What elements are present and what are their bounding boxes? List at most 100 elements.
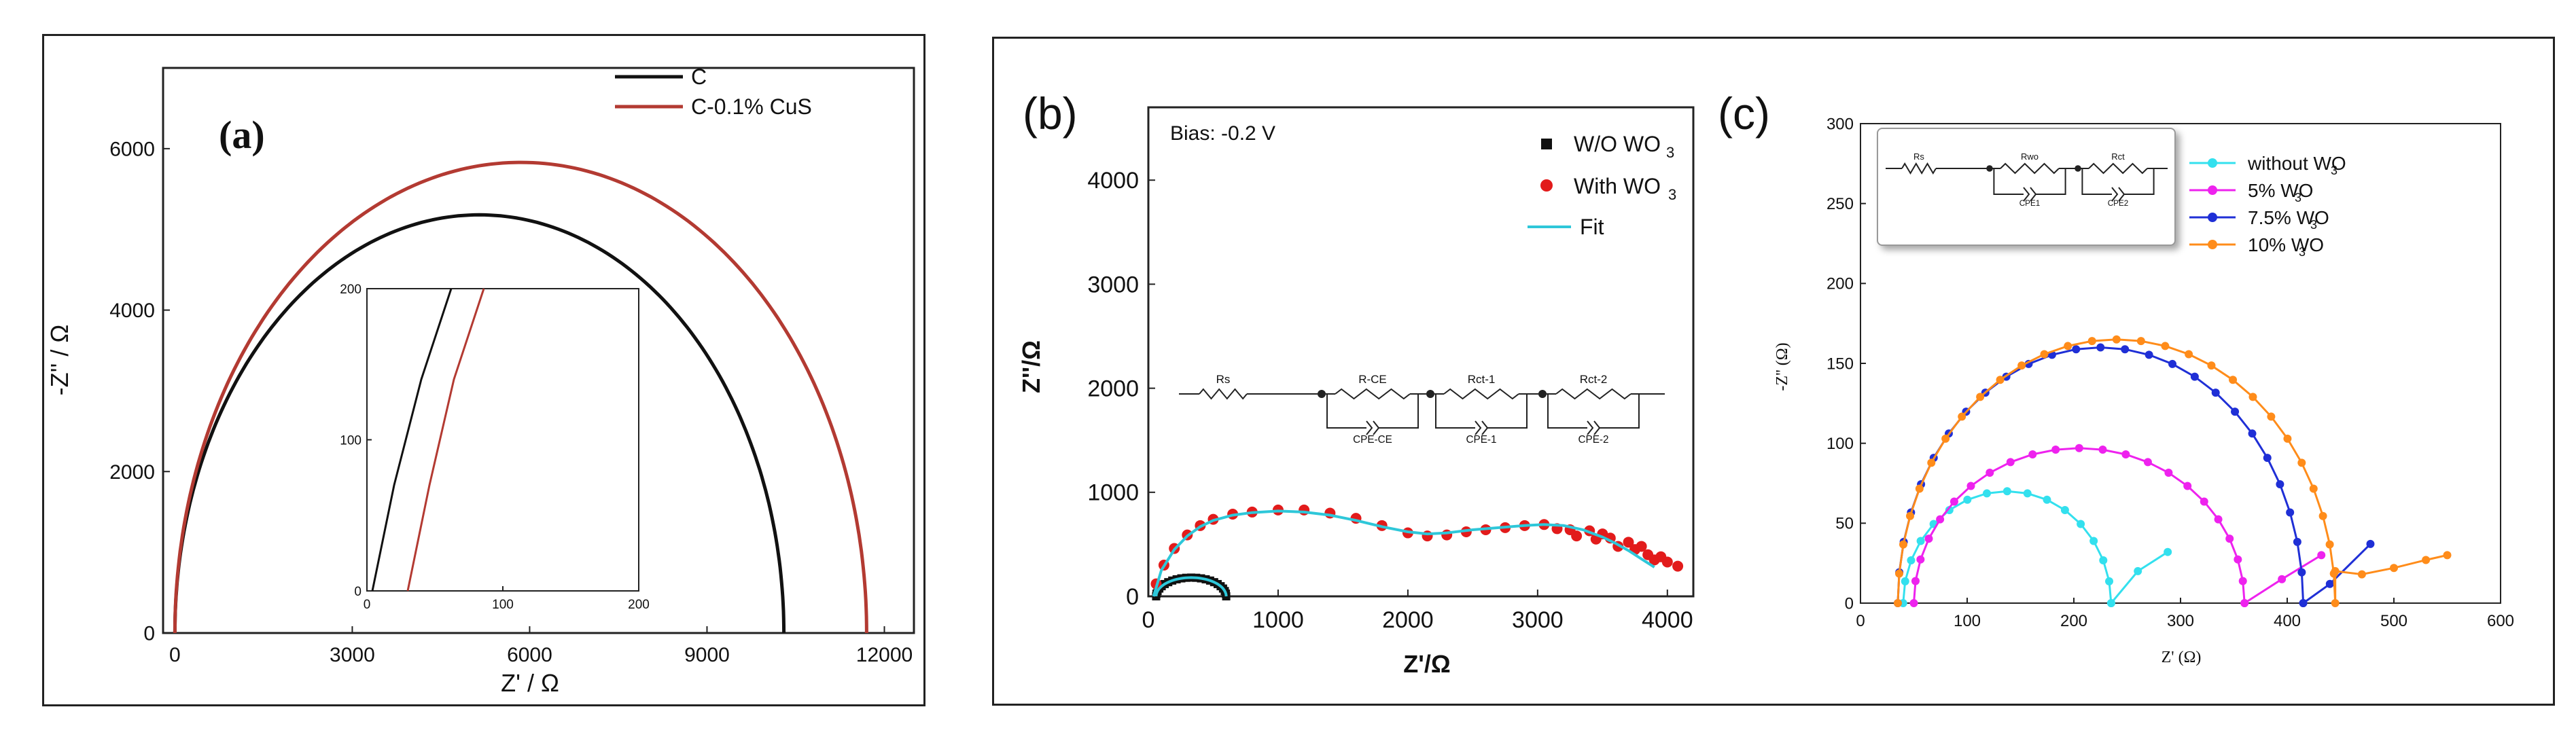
panel-c-legend-marker <box>2208 185 2217 195</box>
circuit-label: CPE-CE <box>1353 434 1392 446</box>
panel-a-series-c-cus-line <box>173 160 868 634</box>
panel-c-marker <box>1966 482 1975 490</box>
panel-b-x-tick-label: 1000 <box>1252 607 1304 633</box>
panel-c-marker <box>1899 540 1908 549</box>
panel-c-marker <box>2278 575 2287 583</box>
panel-c-marker <box>1958 412 1966 421</box>
panel-c-marker <box>2299 599 2308 607</box>
panel-c-marker <box>2190 372 2199 381</box>
panel-c-legend-marker <box>2208 213 2217 222</box>
panel-b-legend-label: W/O WO <box>1574 132 1661 156</box>
panel-c-marker <box>1983 489 1992 498</box>
panel-c-marker <box>2325 540 2334 549</box>
panel-c-marker <box>2248 393 2257 401</box>
circuit-branch <box>1547 394 1640 429</box>
panel-b-legend-label: With WO <box>1574 174 1661 198</box>
panel-c-x-tick-label: 600 <box>2487 612 2514 630</box>
panel-b-marker-with-wo3 <box>1661 556 1673 568</box>
panel-c-marker <box>2390 564 2398 573</box>
panel-c-label: (c) <box>1718 88 1770 139</box>
panel-c-marker <box>2318 511 2327 520</box>
circuit-label: Rs <box>1913 151 1924 162</box>
panel-c-y-tick-label: 0 <box>1845 594 1854 613</box>
panel-a-y-tick-label: 2000 <box>109 461 155 484</box>
panel-a-inset: 0 100 200 0 100 200 <box>340 283 650 612</box>
panel-b-marker-with-wo3 <box>1672 560 1684 572</box>
circuit-resistor <box>1555 388 1631 400</box>
panel-a-label: (a) <box>219 113 265 157</box>
panel-c-marker <box>2064 342 2072 350</box>
panel-c-marker <box>1916 555 1925 564</box>
panel-c-marker <box>2276 480 2284 489</box>
panel-c-marker <box>2248 429 2257 438</box>
circuit-branch <box>2081 168 2155 195</box>
panel-c-marker <box>1976 393 1985 401</box>
panel-c-marker <box>2043 495 2051 504</box>
panel-c-marker <box>2286 508 2295 517</box>
panel-c-legend-subscript: 3 <box>2310 218 2317 232</box>
panel-b-x-tick-label: 3000 <box>1512 607 1564 633</box>
panel-a-x-tick-label: 6000 <box>507 644 552 666</box>
panel-b-y-tick-label: 0 <box>1126 584 1139 610</box>
panel-c-marker <box>2161 342 2170 350</box>
panel-c-marker <box>2225 535 2234 543</box>
panel-b-y-axis-label: Z''/Ω <box>1017 340 1045 393</box>
panel-c-y-tick-label: 100 <box>1827 435 1854 453</box>
circuit-capacitor <box>1475 420 1489 435</box>
panel-c-marker <box>1909 599 1918 607</box>
panel-c-axes: 0 100 200 300 400 500 600 0 50 100 150 200 250 300 (c)… <box>1718 88 2514 666</box>
circuit-capacitor <box>1366 420 1380 435</box>
panel-c-marker <box>2143 458 2152 467</box>
panel-a-legend-label: C-0.1% CuS <box>691 94 812 119</box>
panel-c-marker <box>2357 570 2366 579</box>
panel-c-marker <box>2443 551 2452 560</box>
panel-c-marker <box>2422 556 2431 564</box>
circuit-label: CPE-2 <box>1578 434 1608 446</box>
panel-a-legend-label: C <box>691 65 707 89</box>
panel-b-annotation: Bias: -0.2 V <box>1170 122 1275 145</box>
panel-c-marker <box>2317 551 2326 560</box>
panel-c-series-tail <box>2110 551 2169 604</box>
panel-a-y-tick-label: 0 <box>143 623 155 645</box>
panel-c-marker <box>2121 345 2130 354</box>
panel-a-series-c-line <box>173 213 786 634</box>
panel-c-marker <box>2267 412 2276 421</box>
panel-b-c-frame <box>992 37 2555 706</box>
panel-c-y-tick-label: 300 <box>1827 115 1854 133</box>
circuit-label: Rct-1 <box>1468 373 1496 386</box>
panel-c-marker <box>1941 434 1950 443</box>
panel-b-marker-with-wo3 <box>1623 537 1634 548</box>
circuit-capacitor <box>1587 420 1601 435</box>
panel-c-marker <box>2183 482 2192 490</box>
panel-c-marker <box>2077 520 2085 528</box>
panel-c-marker <box>2096 343 2105 352</box>
panel-a-y-axis-label: -Z'' / Ω <box>46 325 73 396</box>
circuit-resistor-rs <box>1199 388 1248 400</box>
panel-c-marker <box>2211 388 2220 397</box>
panel-c-marker <box>2297 568 2306 577</box>
circuit-resistor <box>1443 388 1519 400</box>
panel-b-legend: W/O WO 3 With WO 3 Fit <box>1528 132 1676 239</box>
panel-c-marker <box>2168 359 2177 368</box>
panel-c-marker <box>1945 506 1954 515</box>
panel-c-marker <box>2006 458 2015 467</box>
panel-c-marker <box>2207 361 2216 370</box>
panel-c-marker <box>1907 556 1916 564</box>
panel-c-legend-subscript: 3 <box>2295 191 2301 204</box>
panel-c-marker <box>2297 458 2306 467</box>
panel-c-x-tick-label: 200 <box>2060 612 2087 630</box>
panel-a-x-axis-label: Z' / Ω <box>501 669 559 697</box>
panel-c-marker <box>2134 566 2142 575</box>
panel-c-marker <box>1915 484 1924 493</box>
circuit-label: Rct <box>2111 151 2125 162</box>
panel-c-x-axis-label: Z' (Ω) <box>2162 649 2202 666</box>
circuit-branch <box>1326 394 1419 429</box>
panel-c-marker <box>1949 497 1958 506</box>
panel-c-marker <box>2017 361 2026 370</box>
panel-c-y-tick-label: 250 <box>1827 195 1854 213</box>
panel-b-legend-square-icon <box>1541 139 1552 149</box>
panel-c-marker <box>2283 434 2292 443</box>
panel-c-marker <box>2098 446 2107 454</box>
panel-c-legend-label: 5% WO <box>2248 180 2313 201</box>
